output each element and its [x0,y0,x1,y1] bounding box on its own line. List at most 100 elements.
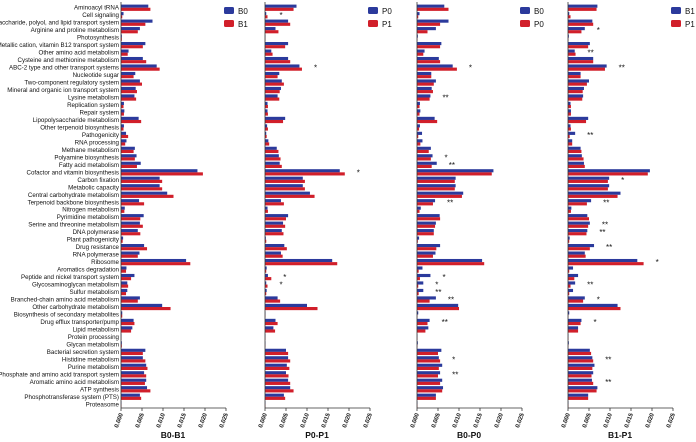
bar-p1-31 [265,239,267,243]
x-tick-label: 0.000 [410,412,421,429]
bar-b0-37 [417,281,424,285]
bar-p1-42 [568,321,581,326]
bar-b0-51 [417,386,444,390]
category-label: Aminoacyl tRNA [74,5,120,12]
bar-b1-12 [121,97,137,101]
bar-b0-38 [417,288,424,293]
bar-b1-48 [568,363,595,367]
bar-b0-8 [121,64,157,68]
bar-p1-17 [265,134,267,139]
bar-b0-10 [417,79,436,83]
category-label: Histidine metabolism [62,356,119,363]
bar-p1-21 [568,164,585,168]
bar-b0-23 [417,176,456,180]
category-label: Branched-chain amino acid metabolism [11,297,119,304]
bar-p0-48 [265,363,287,367]
bar-p1-9 [568,75,581,79]
x-tick-label: 0.005 [279,412,290,429]
category-label: Other terpenoid biosynthesis [40,124,119,131]
category-label: Saccharide, polyol, and lipid transport … [0,20,119,27]
significance-marker: ** [449,161,455,170]
panel-p0-p1: *****0.000 0.005 0.010 0.015 0.020 0.025P0-P1… [258,2,392,440]
category-label: RNA processing [75,139,120,146]
bar-p0-20 [417,157,431,161]
bar-b1-9 [568,71,581,76]
bar-p1-16 [265,127,268,131]
bar-b1-39 [121,299,138,303]
bar-p0-24 [265,184,303,188]
bar-p1-13 [265,105,268,109]
bar-b1-20 [568,154,582,158]
significance-marker: ** [587,281,593,290]
bar-b0-5 [121,42,146,46]
bar-p0-26 [265,199,281,203]
significance-marker: * [597,26,600,35]
category-label: Metallic cation, vitamin B12 transport s… [0,42,119,49]
bar-b0-45 [121,341,122,345]
bar-p1-28 [265,217,286,221]
bar-b1-47 [121,359,146,363]
bar-p1-14 [265,112,268,116]
category-label: Phosphate and amino acid transport syste… [0,371,119,378]
bar-p0-6 [417,52,424,56]
bar-b0-18 [417,139,423,143]
bar-p0-49 [417,374,438,378]
bar-p0-32 [417,247,437,251]
bar-p1-27 [265,209,268,213]
bar-b1-38 [121,292,127,296]
bar-p0-22 [265,169,340,173]
bar-p1-27 [568,209,571,213]
significance-marker: * [280,281,283,290]
bar-p0-19 [417,149,429,154]
bar-p0-9 [417,75,432,79]
bar-b0-24 [121,184,160,188]
bar-p0-5 [417,45,441,49]
bar-p0-17 [417,134,419,139]
bar-p1-32 [265,247,287,251]
bar-b1-16 [568,124,571,128]
bar-b0-47 [121,356,143,360]
category-label: Plant pathogenicity [67,237,120,244]
bar-p0-23 [265,176,303,180]
bar-b1-7 [121,60,147,64]
bar-b0-31 [121,236,124,240]
bar-b0-17 [121,131,127,135]
significance-marker: ** [447,198,453,207]
bar-b1-43 [121,329,132,333]
significance-marker: * [280,11,283,20]
legend-swatch-b0 [224,7,234,14]
bar-p0-42 [265,318,276,322]
bar-p0-3 [417,30,428,34]
bar-b0-18 [121,139,127,143]
bar-p0-46 [265,348,286,352]
significance-marker: * [435,281,438,290]
bar-p0-47 [265,356,289,360]
bar-p1-29 [568,224,589,228]
bar-p1-51 [568,389,597,393]
bar-b0-23 [121,176,160,180]
significance-marker: * [314,64,317,73]
bar-b0-52 [121,393,140,397]
bar-b1-40 [121,307,171,311]
bar-b1-46 [568,348,590,352]
category-label: Protein processing [68,334,120,341]
category-label: Nucleotide sugar [73,72,119,79]
bar-p1-6 [568,52,576,56]
bar-b1-20 [121,157,135,161]
bar-b1-31 [121,239,123,243]
bar-b1-40 [568,303,618,307]
bar-p1-42 [265,321,278,326]
x-tick-label: 0.010 [603,412,614,429]
bar-p1-34 [568,262,644,266]
significance-marker: * [357,168,360,177]
bar-p1-3 [568,30,582,34]
bar-b1-36 [121,277,132,281]
bar-b0-30 [121,229,138,233]
bar-p0-18 [417,142,421,146]
bar-b1-0 [568,4,598,8]
bar-p1-31 [568,239,570,243]
bar-b1-51 [121,389,151,393]
bar-b1-37 [568,281,576,285]
bar-p1-46 [568,351,592,356]
bar-p0-36 [265,273,268,278]
